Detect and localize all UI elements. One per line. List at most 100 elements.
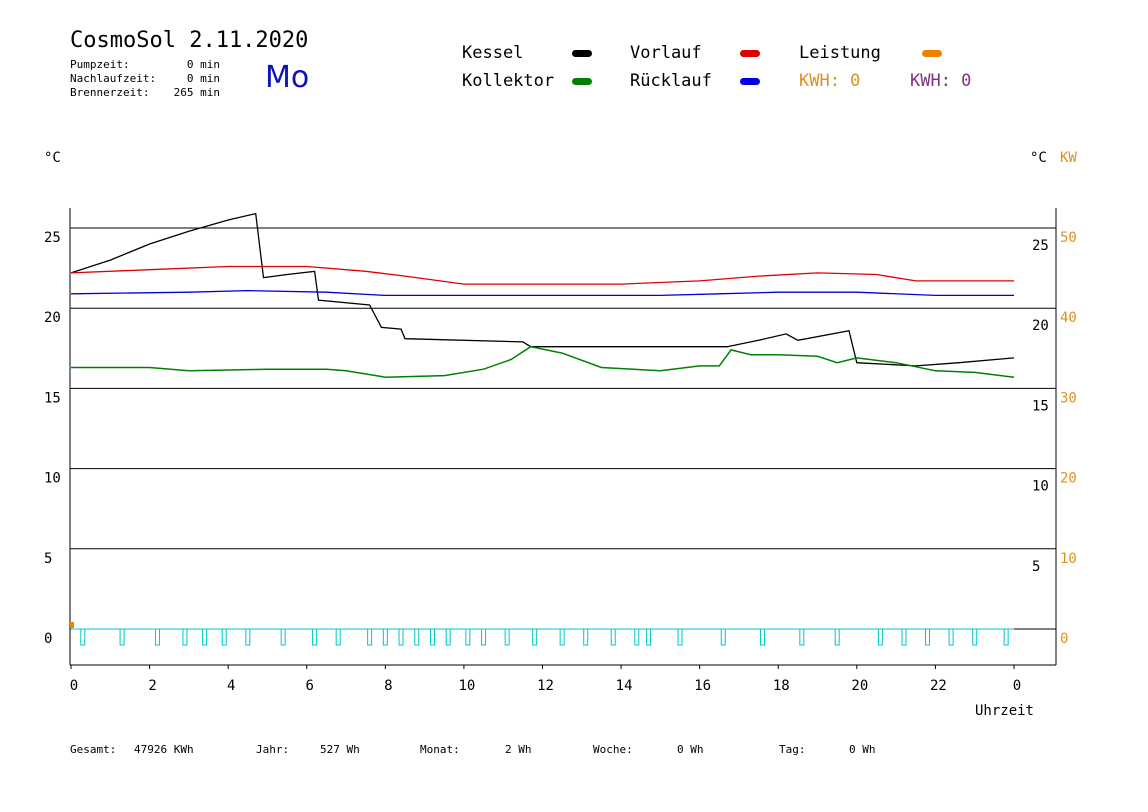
pump-pulse bbox=[414, 628, 420, 646]
kw-tick-label: 20 bbox=[1060, 471, 1077, 487]
legend-swatch-leistung bbox=[922, 50, 942, 57]
pump-pulse bbox=[634, 628, 640, 646]
x-tick-label: 0 bbox=[70, 678, 78, 694]
pump-pulse bbox=[610, 628, 616, 646]
kw-tick-label: 50 bbox=[1060, 230, 1077, 246]
y-tick-label-right: 5 bbox=[1032, 559, 1040, 575]
pump-pulse bbox=[760, 628, 766, 646]
x-tick-label: 10 bbox=[458, 678, 475, 694]
weekday-label: Mo bbox=[265, 60, 310, 95]
x-tick-label: 14 bbox=[616, 678, 633, 694]
pump-pulse bbox=[312, 628, 318, 646]
stat-label: Pumpzeit: bbox=[70, 58, 130, 71]
footer-value-woche: 0 Wh bbox=[677, 743, 704, 756]
x-tick-label: 16 bbox=[694, 678, 711, 694]
footer-value-jahr: 527 Wh bbox=[320, 743, 360, 756]
pump-pulse bbox=[280, 628, 286, 646]
legend-label-vorlauf: Vorlauf bbox=[630, 43, 702, 63]
y-tick-label-left: 10 bbox=[44, 471, 61, 487]
footer-value-tag: 0 Wh bbox=[849, 743, 876, 756]
legend-swatch-kollektor bbox=[572, 78, 592, 85]
x-tick-label: 4 bbox=[227, 678, 235, 694]
x-tick-label: 8 bbox=[384, 678, 392, 694]
stat-row: Brennerzeit: 265 min bbox=[70, 86, 220, 100]
stats-block: Pumpzeit: 0 min Nachlaufzeit: 0 min Bren… bbox=[70, 58, 220, 100]
pump-pulse bbox=[119, 628, 125, 646]
pump-pulse bbox=[245, 628, 251, 646]
page-title: CosmoSol 2.11.2020 bbox=[70, 28, 309, 53]
pump-pulse bbox=[677, 628, 683, 646]
pump-pulse bbox=[720, 628, 726, 646]
stat-label: Nachlaufzeit: bbox=[70, 72, 157, 85]
footer-label-tag: Tag: bbox=[779, 743, 806, 756]
y-tick-label-right: 25 bbox=[1032, 238, 1049, 254]
legend-swatch-ruecklauf bbox=[740, 78, 760, 85]
kw-tick-label: 40 bbox=[1060, 310, 1077, 326]
pump-pulse bbox=[481, 628, 487, 646]
stat-value: 0 min bbox=[186, 58, 220, 71]
pump-pulse bbox=[221, 628, 227, 646]
pump-pulse bbox=[80, 628, 86, 646]
pump-pulse bbox=[925, 628, 931, 646]
y-tick-label-right: 15 bbox=[1032, 398, 1049, 414]
series-line-kollektor bbox=[71, 345, 1015, 378]
legend-label-kollektor: Kollektor bbox=[462, 71, 555, 91]
kw-axis-unit: KW bbox=[1060, 150, 1077, 166]
kwh-total-left: KWH: 0 bbox=[799, 71, 861, 91]
x-tick-label: 2 bbox=[148, 678, 156, 694]
y-tick-label-left: 15 bbox=[44, 390, 61, 406]
footer-label-woche: Woche: bbox=[593, 743, 633, 756]
legend-label-kessel: Kessel bbox=[462, 43, 524, 63]
legend-swatch-vorlauf bbox=[740, 50, 760, 57]
x-tick-label: 0 bbox=[1013, 678, 1021, 694]
x-tick-label: 6 bbox=[306, 678, 314, 694]
pump-pulse bbox=[877, 628, 883, 646]
pump-pulse bbox=[583, 628, 589, 646]
pump-pulse bbox=[559, 628, 565, 646]
x-axis-title: Uhrzeit bbox=[975, 703, 1034, 719]
pump-pulse bbox=[382, 628, 388, 646]
y-axis-unit-right: °C bbox=[1030, 150, 1047, 166]
footer-value-monat: 2 Wh bbox=[505, 743, 532, 756]
footer-value-gesamt: 47926 KWh bbox=[134, 743, 194, 756]
footer-label-jahr: Jahr: bbox=[256, 743, 290, 756]
x-tick-label: 22 bbox=[930, 678, 947, 694]
footer-label-monat: Monat: bbox=[420, 743, 460, 756]
pump-pulse bbox=[182, 628, 188, 646]
series-line-kessel bbox=[70, 212, 1015, 367]
temperature-chart: 0 5 10 15 20 25 5 10 15 20 25 0 10 20 30 40 50 °C °C KW 0 2 4 6… bbox=[44, 150, 1077, 719]
pump-pulse bbox=[445, 628, 451, 646]
legend-label-leistung: Leistung bbox=[799, 43, 881, 63]
y-tick-label-right: 10 bbox=[1032, 479, 1049, 495]
kw-tick-label: 10 bbox=[1060, 551, 1077, 567]
pump-pulse bbox=[335, 628, 341, 646]
pump-pulse bbox=[429, 628, 435, 646]
pump-pulse bbox=[202, 628, 208, 646]
leistung-marker bbox=[70, 622, 74, 628]
pump-pulse bbox=[901, 628, 907, 646]
series-line-rücklauf bbox=[70, 289, 1014, 297]
y-tick-label-left: 25 bbox=[44, 230, 61, 246]
legend-swatch-kessel bbox=[572, 50, 592, 57]
pump-pulse bbox=[367, 628, 373, 646]
y-axis-unit-left: °C bbox=[44, 150, 61, 166]
y-tick-label-left: 20 bbox=[44, 310, 61, 326]
y-tick-label-left: 0 bbox=[44, 631, 52, 647]
stat-value: 265 min bbox=[173, 86, 220, 99]
y-tick-label-right: 20 bbox=[1032, 318, 1049, 334]
y-tick-label-left: 5 bbox=[44, 551, 52, 567]
x-tick-label: 18 bbox=[773, 678, 790, 694]
pump-pulse bbox=[1003, 628, 1009, 646]
pump-pulse bbox=[465, 628, 471, 646]
kw-tick-label: 30 bbox=[1060, 390, 1077, 406]
pump-pulse bbox=[154, 628, 160, 646]
stat-value: 0 min bbox=[186, 72, 220, 85]
pump-pulse bbox=[972, 628, 978, 646]
x-tick-label: 12 bbox=[537, 678, 554, 694]
stat-row: Nachlaufzeit: 0 min bbox=[70, 72, 220, 86]
x-tick-label: 20 bbox=[851, 678, 868, 694]
stat-label: Brennerzeit: bbox=[70, 86, 150, 99]
pump-pulse bbox=[834, 628, 840, 646]
pump-pulse bbox=[398, 628, 404, 646]
pump-pulse bbox=[532, 628, 538, 646]
